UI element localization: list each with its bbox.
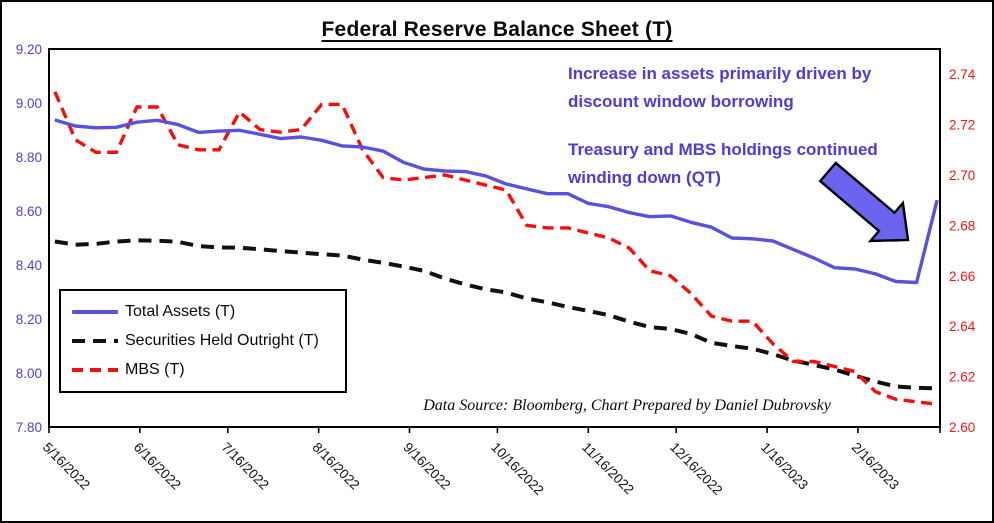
mbs-line-sample-icon bbox=[72, 368, 118, 373]
chart-title: Federal Reserve Balance Sheet (T) bbox=[321, 18, 673, 41]
right-axis-tick-label: 2.74 bbox=[949, 67, 976, 82]
annotation-line: Increase in assets primarily driven by bbox=[568, 64, 872, 83]
total-assets-line-sample-icon bbox=[72, 309, 118, 314]
right-axis-tick-label: 2.62 bbox=[949, 370, 975, 385]
right-axis-tick-label: 2.60 bbox=[949, 420, 975, 435]
left-axis-tick-label: 7.80 bbox=[16, 420, 42, 435]
right-axis-labels: 2.74 2.72 2.70 2.68 2.66 2.64 2.62 2.60 bbox=[949, 67, 976, 435]
legend-label: Total Assets (T) bbox=[125, 302, 236, 320]
x-axis-ticks bbox=[48, 427, 941, 433]
x-axis-tick-label: 8/16/2022 bbox=[310, 440, 363, 493]
securities-line-sample-icon bbox=[72, 338, 118, 343]
left-axis-tick-label: 8.20 bbox=[16, 312, 42, 327]
legend-item-mbs: MBS (T) bbox=[72, 361, 337, 379]
x-axis-tick-label: 6/16/2022 bbox=[131, 440, 184, 493]
mbs-line bbox=[53, 91, 938, 406]
legend-label: Securities Held Outright (T) bbox=[125, 331, 319, 349]
left-axis-tick-label: 9.20 bbox=[16, 42, 42, 57]
legend-item-total-assets: Total Assets (T) bbox=[72, 303, 337, 321]
left-axis-tick-label: 8.40 bbox=[16, 258, 42, 273]
legend-item-securities: Securities Held Outright (T) bbox=[72, 332, 337, 350]
x-axis-tick-label: 11/16/2022 bbox=[579, 440, 637, 498]
right-axis-tick-label: 2.70 bbox=[949, 168, 975, 183]
left-axis-tick-label: 8.80 bbox=[16, 150, 42, 165]
x-axis-tick-label: 9/16/2022 bbox=[400, 440, 453, 493]
x-axis-tick-label: 2/16/2023 bbox=[849, 440, 902, 493]
annotation-line: winding down (QT) bbox=[568, 168, 721, 187]
securities-held-outright-line bbox=[54, 238, 938, 391]
source-note: Data Source: Bloomberg, Chart Prepared b… bbox=[423, 397, 831, 414]
legend-box: Total Assets (T) Securities Held Outrigh… bbox=[59, 289, 347, 393]
legend-label: MBS (T) bbox=[125, 361, 185, 379]
down-right-arrow-icon bbox=[818, 161, 910, 243]
right-axis-tick-label: 2.66 bbox=[949, 269, 975, 284]
x-axis-tick-label: 10/16/2022 bbox=[488, 440, 546, 498]
left-axis-tick-label: 8.00 bbox=[16, 366, 42, 381]
x-axis-tick-label: 7/16/2022 bbox=[219, 440, 272, 493]
x-axis-labels: 5/16/2022 6/16/2022 7/16/2022 8/16/2022 9/16… bbox=[40, 440, 902, 498]
annotation-qt: Treasury and MBS holdings continued wind… bbox=[568, 136, 878, 192]
left-axis-tick-label: 9.00 bbox=[16, 96, 42, 111]
left-axis-labels: 9.20 9.00 8.80 8.60 8.40 8.20 8.00 7.80 bbox=[16, 42, 42, 435]
x-axis-tick-label: 12/16/2022 bbox=[667, 440, 725, 498]
left-axis-tick-label: 8.60 bbox=[16, 204, 42, 219]
plot-border bbox=[48, 48, 941, 428]
x-axis-tick-label: 5/16/2022 bbox=[40, 440, 93, 493]
right-axis-tick-label: 2.68 bbox=[949, 218, 975, 233]
annotation-increase-assets: Increase in assets primarily driven by d… bbox=[568, 60, 871, 116]
right-axis-tick-label: 2.72 bbox=[949, 118, 975, 133]
right-axis-tick-label: 2.64 bbox=[949, 319, 976, 334]
total-assets-line bbox=[54, 118, 939, 285]
annotation-line: Treasury and MBS holdings continued bbox=[568, 140, 878, 159]
annotation-line: discount window borrowing bbox=[568, 92, 794, 111]
x-axis-tick-label: 1/16/2023 bbox=[758, 440, 811, 493]
